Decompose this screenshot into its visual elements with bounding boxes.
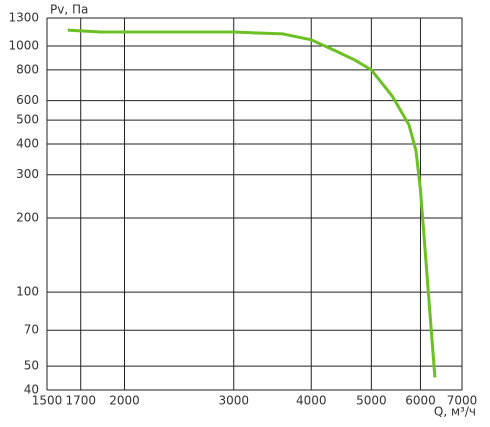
x-tick-label: 1700 <box>65 394 96 408</box>
x-tick-label: 6000 <box>405 394 436 408</box>
x-tick-label: 5000 <box>356 394 387 408</box>
y-tick-label: 1000 <box>8 39 39 53</box>
x-tick-label: 2000 <box>109 394 140 408</box>
y-tick-label: 40 <box>24 383 39 397</box>
x-axis-label: Q, м³/ч <box>434 405 476 419</box>
y-tick-label: 500 <box>16 113 39 127</box>
y-tick-label: 800 <box>16 62 39 76</box>
x-tick-label: 4000 <box>296 394 327 408</box>
y-tick-label: 400 <box>16 136 39 150</box>
y-tick-label: 100 <box>16 285 39 299</box>
x-tick-label: 7000 <box>447 394 478 408</box>
y-tick-label: 1300 <box>8 11 39 25</box>
x-tick-label: 3000 <box>218 394 249 408</box>
y-axis-label: Pv, Па <box>50 3 88 17</box>
x-tick-label: 1500 <box>32 394 63 408</box>
y-tick-label: 600 <box>16 93 39 107</box>
y-tick-label: 300 <box>16 167 39 181</box>
data-line <box>67 28 437 378</box>
y-tick-label: 200 <box>16 211 39 225</box>
y-tick-label: 50 <box>24 359 39 373</box>
y-tick-label: 70 <box>24 323 39 337</box>
